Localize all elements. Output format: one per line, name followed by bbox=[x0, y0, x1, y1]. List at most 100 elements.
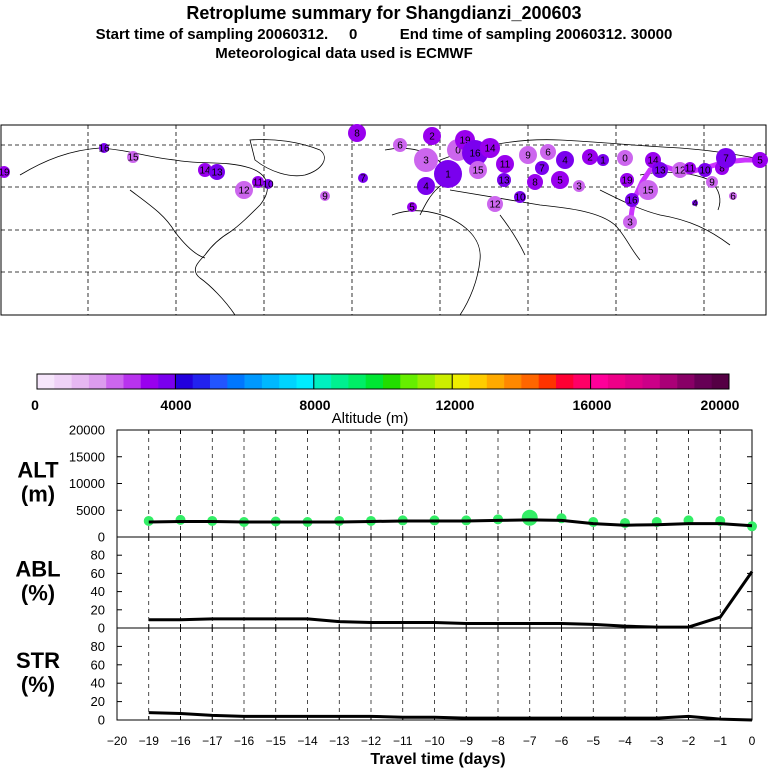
x-tick-label: −13 bbox=[329, 734, 350, 748]
plume-dot-label: 12 bbox=[489, 200, 501, 211]
x-tick-label: −8 bbox=[491, 734, 505, 748]
plume-dot-label: 0 bbox=[622, 154, 628, 165]
plume-dot-label: 0 bbox=[455, 146, 461, 157]
plume-dot-label: 7 bbox=[539, 164, 545, 175]
plume-dot bbox=[625, 193, 639, 207]
colorbar-tick-label: 12000 bbox=[436, 397, 475, 413]
plume-dot bbox=[480, 138, 500, 158]
plume-dot-label: 3 bbox=[627, 218, 633, 229]
y-tick-label: 80 bbox=[91, 548, 105, 563]
plume-dot bbox=[434, 160, 462, 188]
start-time-text: Start time of sampling 20060312. 0 bbox=[95, 26, 358, 43]
x-tick-label: −16 bbox=[170, 734, 191, 748]
plume-dot-label: 16 bbox=[469, 149, 481, 160]
alt-marker bbox=[747, 521, 757, 532]
plume-dot bbox=[540, 144, 556, 160]
x-tick-label: −6 bbox=[555, 734, 569, 748]
x-tick-label: −3 bbox=[650, 734, 664, 748]
plume-dot bbox=[469, 161, 487, 179]
plume-dot bbox=[519, 146, 537, 164]
end-time-text: End time of sampling 20060312. 30000 bbox=[399, 26, 673, 43]
colorbar-cell bbox=[331, 374, 349, 389]
colorbar-tick-labels: 0 4000 8000 12000 16000 20000 bbox=[31, 397, 740, 413]
coastlines bbox=[19, 139, 767, 316]
y-tick-label: 0 bbox=[98, 621, 105, 636]
plume-dot-label: 19 bbox=[621, 176, 633, 187]
plume-dot-label: 10 bbox=[262, 180, 274, 191]
colorbar-cell bbox=[452, 374, 470, 389]
plume-dot bbox=[252, 176, 264, 188]
plume-dot-label: 16 bbox=[98, 144, 110, 155]
plume-dot-label: 13 bbox=[498, 176, 510, 187]
x-tick-label: −10 bbox=[424, 734, 445, 748]
plume-dot bbox=[209, 164, 225, 180]
y-tick-label: 15000 bbox=[69, 449, 105, 464]
colorbar-cell bbox=[625, 374, 643, 389]
colorbar-cell bbox=[88, 374, 107, 389]
plume-dot-label: 9 bbox=[525, 151, 531, 162]
x-tick-label: −5 bbox=[586, 734, 600, 748]
plume-dot-label: 13 bbox=[211, 168, 223, 179]
colorbar-cell bbox=[434, 374, 453, 389]
y-tick-label: 20000 bbox=[69, 423, 105, 438]
colorbar-cell bbox=[296, 374, 315, 389]
x-tick-label: −16 bbox=[234, 734, 255, 748]
plume-dot-label: 14 bbox=[484, 144, 496, 155]
map-grid bbox=[1, 125, 766, 315]
plume-dot bbox=[684, 162, 696, 174]
colorbar-tick-label: 0 bbox=[31, 397, 39, 413]
y-tick-label: 10000 bbox=[69, 476, 105, 491]
colorbar-cell bbox=[54, 374, 72, 389]
y-tick-label: 20 bbox=[91, 694, 105, 709]
colorbar-cell bbox=[192, 374, 211, 389]
series-line-abl bbox=[148, 570, 754, 629]
plume-dot bbox=[487, 196, 503, 212]
plume-dot-label: 8 bbox=[354, 129, 360, 140]
plume-dot bbox=[417, 177, 435, 195]
plume-dot bbox=[716, 148, 736, 168]
colorbar-cell bbox=[279, 374, 297, 389]
y-axis-label: ABL bbox=[15, 557, 60, 582]
x-tick-label: −11 bbox=[393, 734, 413, 748]
colorbar-cell bbox=[71, 374, 90, 389]
plume-dot bbox=[393, 138, 407, 152]
colorbar-cell bbox=[486, 374, 505, 389]
x-tick-label: −12 bbox=[361, 734, 382, 748]
plume-dot-label: 15 bbox=[127, 153, 139, 164]
plume-dot bbox=[414, 148, 438, 172]
colorbar-cell bbox=[365, 374, 384, 389]
plume-dot-label: 4 bbox=[423, 182, 429, 193]
plume-dot-label: 19 bbox=[0, 168, 10, 179]
plume-dot-label: 1 bbox=[445, 170, 451, 181]
plume-dot-label: 5 bbox=[409, 203, 415, 214]
plume-dot-label: 5 bbox=[757, 156, 763, 167]
colorbar-cell bbox=[521, 374, 539, 389]
y-axis-unit: (%) bbox=[21, 581, 55, 606]
x-axis-label: Travel time (days) bbox=[370, 751, 505, 768]
plume-dot bbox=[358, 173, 368, 183]
y-axis-unit: (m) bbox=[21, 482, 55, 507]
plume-dot-label: 12 bbox=[238, 186, 250, 197]
plume-dot-label: 11 bbox=[685, 164, 696, 175]
x-tick-labels: −20 −19 −16 −17 −16 −15 −14 −13 −12 −11 −10 −9 −8 −7−… bbox=[107, 734, 756, 748]
y-tick-label: 0 bbox=[98, 530, 105, 545]
panel-alt: 0 5000 10000 15000 20000 ALT(m) bbox=[17, 423, 757, 545]
y-tick-label: 60 bbox=[91, 657, 105, 672]
colorbar-cell bbox=[677, 374, 695, 389]
colorbar-cell bbox=[158, 374, 176, 389]
plume-dot bbox=[706, 176, 718, 188]
plume-dot-label: 13 bbox=[654, 166, 666, 177]
plume-dot bbox=[127, 151, 139, 163]
plume-dot-label: 15 bbox=[642, 186, 654, 197]
x-tick-label: −2 bbox=[682, 734, 696, 748]
plume-dot bbox=[652, 162, 668, 178]
plume-dot-label: 2 bbox=[429, 132, 435, 143]
plume-dot-label: 6 bbox=[545, 148, 551, 159]
plume-dot-label: 12 bbox=[674, 166, 686, 177]
alt-marker bbox=[175, 514, 186, 525]
alt-marker bbox=[521, 509, 538, 526]
plume-dot bbox=[99, 143, 109, 153]
y-tick-label: 40 bbox=[91, 584, 105, 599]
plume-dot bbox=[348, 124, 366, 142]
